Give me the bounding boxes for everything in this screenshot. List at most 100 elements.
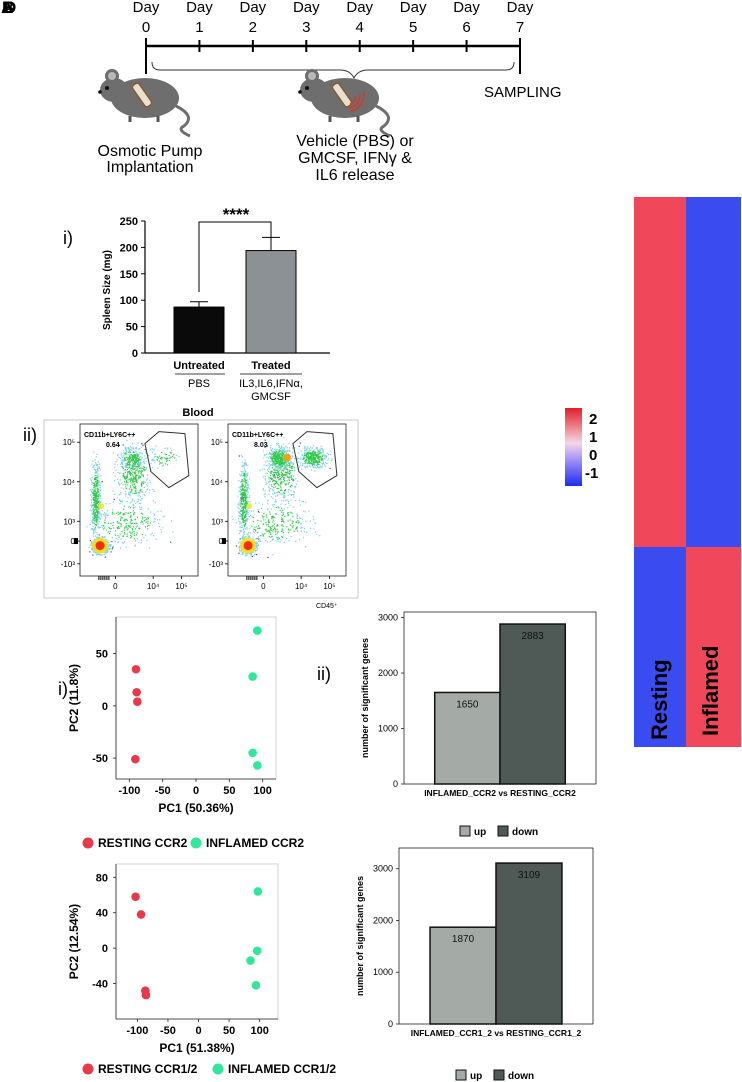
spleen-roman-label: i) (63, 228, 73, 248)
flow-x-tick-label: 0 (113, 582, 118, 591)
timeline: Day 0 Day 1 Day 2 Day 3 Day 4 Day 5 Day 6 Day 7 SAMPLIN… (98, 0, 562, 184)
mouse-icon-release (298, 69, 391, 138)
flow-y-tick-label: 10⁵ (211, 438, 223, 447)
flow-hotspot-core (243, 541, 253, 551)
pca-y-tick-label-80: 80 (96, 872, 108, 884)
genes-bar-value-up: 1650 (456, 699, 479, 710)
pca-point-inflamed-3 (251, 981, 261, 990)
spleen-sublabel-pbs: PBS (188, 378, 210, 390)
genes-y-tick-label-0: 0 (388, 1019, 393, 1029)
spleen-bars (173, 236, 297, 354)
pump-caption-line-1: Osmotic Pump (98, 143, 203, 160)
flow-axis-marker (74, 538, 78, 545)
pca-legend-label-inflamed: INFLAMED CCR1/2 (228, 1062, 336, 1076)
colorbar-tick-neg1: -1 (585, 465, 598, 482)
day-number-4: 4 (356, 19, 364, 36)
pca-point-inflamed-2 (248, 748, 257, 758)
colorbar-tick-2: 2 (589, 411, 597, 428)
spleen-tick-label-250: 250 (120, 216, 138, 228)
flow-gate-label: CD11b+LY6C++ (84, 432, 135, 439)
heatmap-inflamed-down (686, 197, 741, 547)
pca-point-resting-1 (136, 910, 146, 919)
timeline-brace (151, 61, 515, 80)
pca-x-tick-label-100: 100 (253, 785, 271, 797)
genes-legend-swatch-down (493, 1069, 505, 1081)
pca-y-tick-label-0: 0 (102, 701, 108, 713)
spleen-bar-treated (245, 250, 297, 354)
flow-y-tick-label: 10⁵ (63, 438, 75, 447)
spleen-tick-label-50: 50 (126, 322, 138, 334)
flow-y-tick-label: 10⁴ (63, 478, 76, 487)
genes-legend-swatch-down (497, 825, 509, 837)
spleen-tick-label-200: 200 (120, 242, 138, 254)
pca-point-inflamed-1 (248, 672, 257, 681)
spleen-y-label: Spleen Size (mg) (102, 250, 113, 330)
significance-stars: **** (223, 205, 250, 224)
pca-roman-label: i) (58, 679, 68, 699)
spleen-size-chart: i) Spleen Size (mg) 0 50 100 150 200 250 ****… (63, 205, 330, 403)
pca-x-tick-label--50: -50 (160, 1025, 176, 1037)
heatmap-resting-down (634, 547, 686, 747)
flow-plot-treated: CD11b+LY6C++ 8.03 10⁵ 10⁴ 10³ 0 -10³ 0 10⁴ 10⁵ (209, 423, 347, 591)
pca-point-resting-1 (132, 687, 141, 697)
pca-point-resting-0 (131, 892, 140, 902)
genes-y-tick-label-0: 0 (393, 779, 398, 789)
pca-x-tick-label--50: -50 (155, 785, 171, 797)
pca-y-label: PC2 (12.54%) (67, 904, 81, 979)
flow-x-tick-label: 10⁴ (147, 582, 160, 591)
flow-hotspot-stem (98, 503, 105, 510)
flow-x-tick-label: 10⁵ (175, 582, 187, 591)
pca-y-tick-label-40: 40 (96, 908, 108, 920)
flow-x-tick-label: 10⁵ (323, 582, 335, 591)
genes-ccr2-panel: ii) 0 1000 2000 3000 1650 2883 INFLAMED_CCR2 v… (317, 611, 597, 838)
genes-legend-swatch-up (459, 825, 471, 837)
flow-x-tick-label: 0 (261, 582, 266, 591)
genes-ccr12-panel: 0 1000 2000 3000 1870 3109 INFLAMED_CCR1_2 vs … (355, 847, 594, 1082)
flow-y-tick-label: -10³ (209, 560, 224, 569)
pca-point-resting-2 (133, 697, 142, 706)
pca-legend-label-resting: RESTING CCR2 (98, 836, 188, 850)
pca-legend-marker-resting (82, 837, 94, 849)
spleen-category-untreated: Untreated (173, 360, 224, 372)
pca-point-resting-3 (131, 754, 140, 764)
colorbar-tick-1: 1 (589, 429, 597, 446)
pump-caption-line-2: Implantation (106, 159, 193, 176)
release-caption-line-2: GMCSF, IFNγ & (298, 150, 412, 167)
flow-gate (144, 431, 190, 489)
pca-x-label: PC1 (51.38%) (159, 1041, 234, 1055)
day-word-1: Day (186, 0, 213, 16)
heatmap-label-inflamed: Inflamed (698, 646, 723, 736)
pca-x-tick-label-0: 0 (193, 785, 199, 797)
pca-point-resting-3 (141, 990, 151, 1000)
heatmap-cells (634, 197, 741, 747)
day-word-0: Day (133, 0, 160, 16)
flow-plots: CD11b+LY6C++ 0.64 10⁵ 10⁴ 10³ 0 -10³ 0 10⁴ 10⁵ CD1… (61, 423, 347, 591)
flow-y-tick-label: 10³ (211, 517, 223, 526)
panel-letter-d: D (4, 0, 16, 17)
genes-bar-value-up: 1870 (452, 934, 475, 945)
genes-legend-label-up: up (474, 827, 486, 838)
genes-y-label: number of significant genes (360, 638, 370, 758)
genes-legend-swatch-up (455, 1069, 467, 1081)
flow-y-tick-label: -10³ (61, 560, 76, 569)
heatmap-resting-up (634, 197, 686, 547)
panel-letters: A B C D (1, 0, 16, 17)
genes-bar-value-down: 3109 (518, 870, 541, 881)
spleen-tick-label-100: 100 (120, 295, 138, 307)
heatmap-label-resting: Resting (647, 659, 672, 740)
genes-x-label: INFLAMED_CCR1_2 vs RESTING_CCR1_2 (411, 1028, 582, 1038)
pca-x-tick-label-50: 50 (223, 1025, 235, 1037)
spleen-tick-label-150: 150 (120, 269, 138, 281)
day-number-0: 0 (142, 19, 150, 36)
flow-y-tick-label: 0 (219, 537, 224, 546)
flow-gate-label: CD11b+LY6C++ (232, 432, 283, 439)
flow-gate-value: 0.64 (106, 442, 120, 449)
genes-y-tick-label-1000: 1000 (378, 724, 398, 734)
genes-bar-up (429, 926, 497, 1025)
pca-legend-marker-inflamed (190, 837, 202, 849)
day-number-2: 2 (249, 19, 257, 36)
panel-letter-b: B (2, 0, 14, 17)
flow-x-tick-label: 10⁴ (295, 582, 308, 591)
panel-letter-a: A (1, 0, 13, 17)
